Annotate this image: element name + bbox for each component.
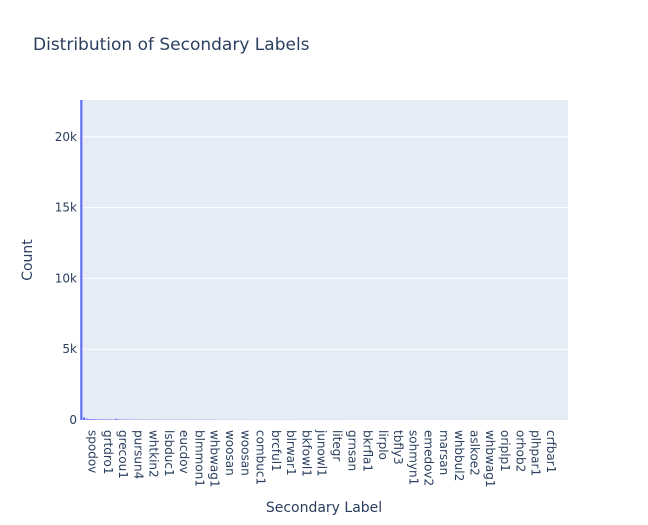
x-tick-label: grtdro1 [101,430,115,475]
x-tick-label: whbwag1 [483,430,497,487]
y-tick-label: 15k [55,201,77,215]
x-tick-label: whbwag1 [208,430,222,487]
bar [99,419,102,420]
gridlines [80,136,568,350]
x-tick-label: pursun4 [131,430,145,479]
x-tick-label: brcful1 [269,430,283,472]
x-tick-label: woosan [223,430,237,476]
x-tick-label: whtkin2 [147,430,161,478]
bar [90,419,94,420]
y-tick-label: 10k [55,271,77,285]
x-tick-label: combuc1 [254,430,268,485]
x-axis-ticks: spodov grtdro1 grecou1 pursun4 whtkin2 lsbduc… [86,429,558,487]
y-axis-title: Count [20,239,36,281]
y-tick-label: 0 [69,413,77,427]
x-tick-label: emedov2 [422,430,436,486]
y-tick-label: 5k [62,342,77,356]
x-tick-label: oriplp1 [498,430,512,472]
bar [107,419,110,420]
y-tick-label: 20k [55,130,77,144]
x-tick-label: spodov [86,430,100,473]
x-tick-label: crfbar1 [544,430,558,473]
y-axis-ticks: 0 5k 10k 15k 20k [55,130,77,427]
x-tick-label: blrwar1 [284,430,298,476]
x-tick-label: marsan [437,430,451,475]
chart-title: Distribution of Secondary Labels [33,35,310,55]
bar [96,419,99,420]
bar [88,419,91,420]
x-tick-label: woosan [238,430,252,476]
x-tick-label: grecou1 [116,430,130,479]
x-tick-label: plhpar1 [529,430,543,476]
x-tick-label: litegr [330,430,344,461]
x-tick-label: tbfly3 [391,430,405,465]
bar [104,419,107,420]
bar [80,100,83,420]
bar [109,419,112,420]
x-axis-title: Secondary Label [266,500,382,516]
x-tick-label: blmmon1 [192,430,206,487]
x-tick-label: grnsan [345,430,359,471]
x-tick-label: lirplo [376,430,390,460]
bar [93,419,96,420]
x-tick-label: eucdov [177,430,191,474]
bars [80,100,568,420]
bar [101,419,104,420]
x-tick-label: bkfowl1 [299,430,313,477]
x-tick-label: whbbul2 [452,430,466,481]
bar [85,418,88,420]
x-tick-label: junowl1 [315,429,329,477]
x-tick-label: sohmyn1 [406,430,420,485]
x-tick-label: lsbduc1 [162,430,176,477]
x-tick-label: aslkoe2 [468,430,482,476]
bar [115,418,118,420]
x-tick-label: bkrfla1 [361,430,375,472]
x-tick-label: orhob2 [513,430,527,472]
bar [82,417,86,420]
plot-area [80,100,568,420]
